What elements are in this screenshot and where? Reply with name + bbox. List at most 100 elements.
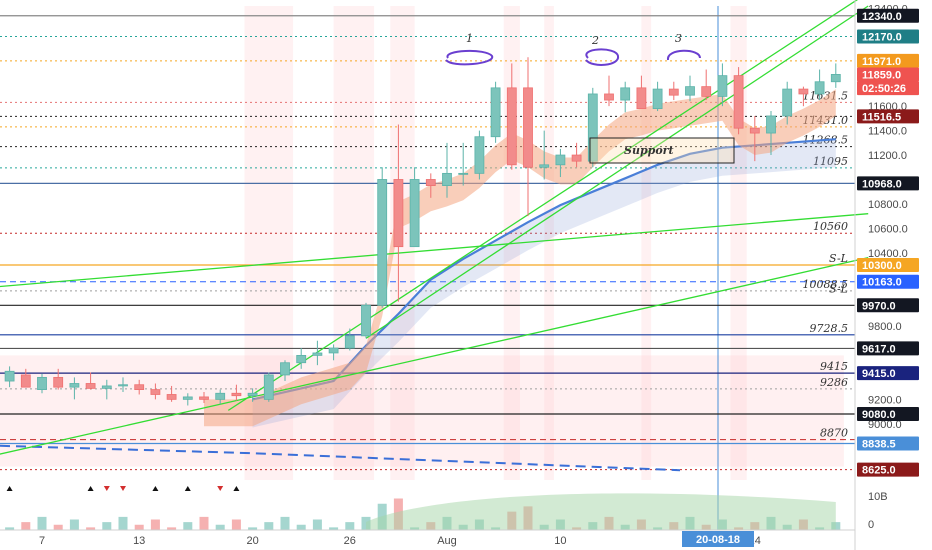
trend-line[interactable] (365, 5, 869, 339)
candle-body[interactable] (118, 384, 128, 387)
candle-body[interactable] (37, 376, 47, 390)
support-zone-box[interactable] (589, 137, 735, 164)
candle-body[interactable] (425, 179, 436, 186)
candle-body[interactable] (134, 384, 145, 390)
candle-body[interactable] (830, 74, 841, 83)
candle-body[interactable] (798, 88, 809, 95)
candle-body[interactable] (377, 179, 388, 306)
price-badge (857, 436, 919, 451)
volume-bar (37, 516, 47, 530)
peak-3-label: 3 (675, 32, 682, 45)
candle-body[interactable] (20, 374, 31, 388)
candle-body[interactable] (296, 354, 307, 364)
candle-body[interactable] (587, 93, 598, 162)
volume-bar (199, 516, 209, 530)
level-label: 9415 (820, 360, 848, 373)
price-badge-label: 10163.0 (862, 277, 902, 289)
candle-body[interactable] (69, 383, 80, 388)
level-label: 9286 (820, 376, 848, 389)
candle-body[interactable] (749, 127, 760, 134)
candle-body[interactable] (620, 87, 631, 101)
volume-bar (296, 524, 306, 530)
candle-body[interactable] (523, 87, 533, 168)
volume-bar (248, 527, 258, 530)
candle-body[interactable] (280, 362, 290, 376)
price-badge (857, 462, 919, 477)
highlight-band (544, 6, 554, 480)
volume-bar (231, 519, 241, 530)
candle-body[interactable] (636, 87, 647, 110)
signal-marker (184, 486, 191, 491)
y-tick-label: 11200.0 (868, 150, 907, 162)
candle-body[interactable] (442, 172, 452, 186)
candle-body[interactable] (604, 93, 614, 101)
price-badge-label: 8625.0 (862, 465, 896, 477)
price-badge-label: 9970.0 (862, 300, 896, 312)
candle-body[interactable] (182, 396, 193, 400)
candle-body[interactable] (393, 179, 404, 248)
candle-body[interactable] (490, 87, 501, 138)
x-tick-label: 7 (39, 535, 45, 547)
candle-body[interactable] (199, 396, 209, 400)
signal-marker (120, 486, 126, 491)
price-badge (857, 81, 919, 96)
price-badge-label: 9415.0 (862, 368, 896, 380)
peak-3-marker (667, 49, 701, 61)
price-badge-label: 11971.0 (862, 56, 901, 68)
candle-body[interactable] (150, 389, 161, 395)
level-label: S-L (829, 252, 848, 265)
candle-body[interactable] (328, 347, 339, 354)
signal-marker (103, 486, 110, 491)
volume-bar (21, 522, 31, 530)
candle-body[interactable] (101, 385, 112, 389)
candle-body[interactable] (668, 88, 679, 96)
candle-body[interactable] (53, 376, 64, 388)
trend-line[interactable] (0, 257, 869, 471)
candle-body[interactable] (539, 164, 550, 168)
y-tick-label: 9200.0 (868, 394, 902, 406)
fast-ema-band (204, 89, 836, 427)
candle-body[interactable] (4, 370, 15, 382)
candle-body[interactable] (409, 179, 420, 248)
candle-body[interactable] (474, 136, 485, 174)
trend-line[interactable] (227, 0, 868, 411)
candle-body[interactable] (215, 392, 226, 400)
candle-body[interactable] (506, 87, 517, 166)
candle-body[interactable] (458, 172, 469, 175)
candle-body[interactable] (733, 75, 744, 129)
candle-body[interactable] (312, 352, 323, 356)
descending-dashed-line[interactable] (0, 444, 681, 472)
candle-body[interactable] (361, 304, 371, 337)
candle-body[interactable] (766, 115, 776, 134)
candle-body[interactable] (555, 154, 566, 166)
candle-body[interactable] (85, 383, 96, 389)
peak-2-label: 2 (591, 34, 599, 47)
price-badge-label: 12170.0 (862, 32, 902, 44)
level-label: 9728.5 (810, 322, 849, 335)
candle-body[interactable] (814, 81, 825, 95)
price-badge (857, 29, 919, 44)
candle-body[interactable] (652, 88, 663, 110)
candlesticks[interactable] (0, 57, 841, 423)
price-badge (857, 341, 919, 356)
price-badge-label: 11516.5 (862, 111, 901, 123)
candle-body[interactable] (166, 394, 177, 400)
price-badge-label: 9617.0 (862, 343, 896, 355)
annotations: Support 1 2 3 (445, 32, 735, 164)
candle-body[interactable] (571, 154, 582, 162)
candle-body[interactable] (717, 75, 728, 97)
candle-body[interactable] (247, 392, 258, 397)
date-badge (682, 531, 754, 547)
candle-body[interactable] (231, 392, 242, 397)
candle-body[interactable] (685, 86, 695, 96)
volume-bar (312, 519, 322, 530)
candle-body[interactable] (263, 374, 274, 400)
price-badge (857, 53, 919, 68)
y-tick-label: 9000.0 (868, 419, 902, 431)
candle-body[interactable] (782, 88, 793, 117)
level-label: 8870 (820, 427, 848, 440)
candle-body[interactable] (344, 335, 355, 349)
candle-body[interactable] (701, 86, 712, 97)
volume-bar (345, 522, 355, 530)
